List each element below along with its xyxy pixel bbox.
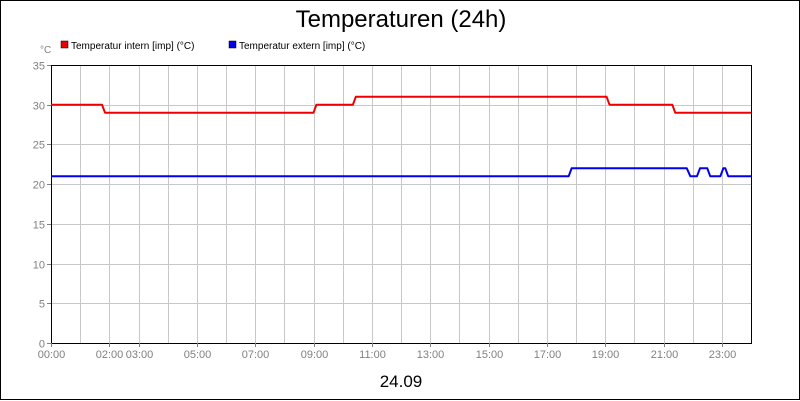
legend-swatch — [60, 40, 69, 49]
series-lines — [51, 95, 751, 178]
x-axis-date-label: 24.09 — [380, 372, 423, 391]
x-tick-label: 23:00 — [709, 349, 737, 361]
x-tick-label: 09:00 — [301, 349, 329, 361]
y-tick-label: 0 — [39, 339, 45, 351]
legend-swatch — [228, 40, 237, 49]
y-tick-label: 30 — [33, 101, 45, 113]
chart-title: Temperaturen (24h) — [296, 6, 507, 33]
x-tick-label: 05:00 — [184, 349, 212, 361]
x-tick-label: 21:00 — [651, 349, 679, 361]
x-tick-label: 13:00 — [417, 349, 445, 361]
series-line — [51, 95, 751, 114]
y-tick-label: 10 — [33, 260, 45, 272]
grid — [51, 65, 752, 344]
series-line — [51, 167, 751, 178]
y-tick-label: 20 — [33, 180, 45, 192]
legend-label: Temperatur intern [imp] (°C) — [71, 41, 194, 52]
legend-label: Temperatur extern [imp] (°C) — [239, 41, 365, 52]
x-tick-label: 02:00 — [96, 349, 124, 361]
x-tick-label: 00:00 — [38, 349, 66, 361]
x-tick-label: 19:00 — [592, 349, 620, 361]
legend: Temperatur intern [imp] (°C) Temperatur e… — [60, 40, 365, 52]
y-axis-ticks: 0 5 10 15 20 25 30 35 — [33, 61, 51, 351]
x-tick-label: 15:00 — [476, 349, 504, 361]
plot-area-border — [51, 65, 752, 344]
x-tick-label: 17:00 — [534, 349, 562, 361]
y-tick-label: 35 — [33, 61, 45, 73]
y-tick-label: 25 — [33, 140, 45, 152]
y-tick-label: 5 — [39, 299, 45, 311]
x-tick-label: 03:00 — [126, 349, 154, 361]
y-tick-label: 15 — [33, 220, 45, 232]
x-tick-label: 11:00 — [359, 349, 386, 361]
x-tick-label: 07:00 — [242, 349, 270, 361]
y-axis-unit: °C — [40, 45, 51, 56]
x-axis-ticks: 00:00 02:00 03:00 05:00 07:00 09:00 11:00 13:00… — [38, 343, 737, 361]
